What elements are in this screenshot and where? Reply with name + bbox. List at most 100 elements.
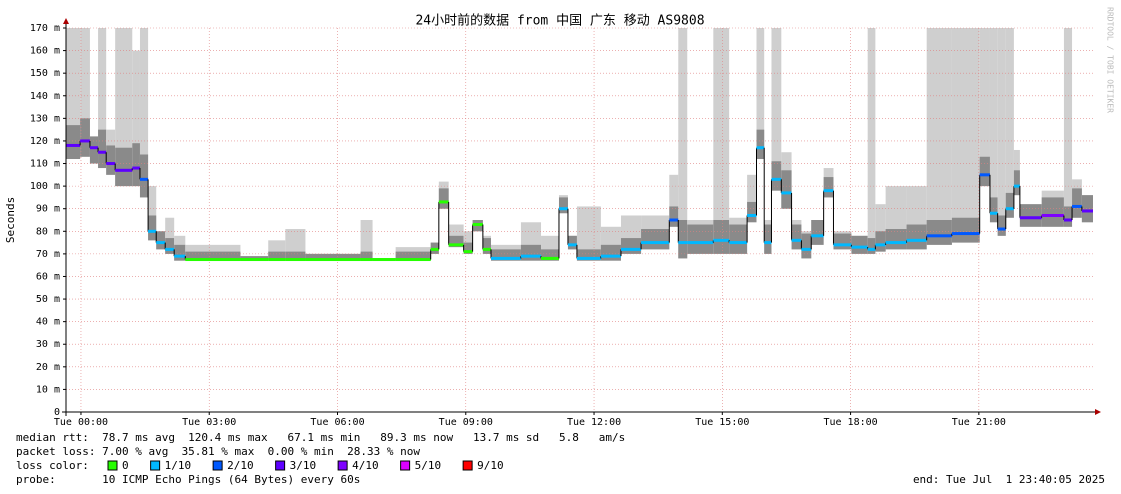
smoke-band (115, 28, 133, 187)
smoke-band (875, 204, 886, 252)
median-segment (448, 243, 464, 247)
x-tick-label: Tue 09:00 (439, 417, 493, 428)
smoke-core (148, 215, 157, 241)
median-segment (906, 238, 927, 242)
median-segment (997, 227, 1006, 231)
median-segment (472, 223, 483, 227)
smoke-band (678, 28, 688, 259)
y-tick-label: 130 m (30, 113, 60, 124)
smoke-core (851, 235, 868, 254)
smoke-band (997, 28, 1006, 236)
legend-label: 2/10 (227, 459, 254, 472)
y-tick-label: 150 m (30, 68, 60, 79)
median-segment (687, 241, 714, 245)
smoke-core (1063, 206, 1073, 227)
median-segment (951, 232, 980, 236)
x-tick-label: Tue 18:00 (823, 417, 877, 428)
median-segment (678, 241, 688, 245)
side-text: RRDTOOL / TOBI OETIKER (1106, 7, 1115, 113)
median-segment (641, 241, 670, 245)
median-segment (851, 245, 868, 249)
median-segment (771, 177, 782, 181)
y-tick-label: 120 m (30, 136, 60, 147)
smoke-core (66, 125, 81, 160)
y-tick-label: 10 m (36, 384, 60, 395)
median-segment (558, 207, 568, 211)
y-axis-label: Seconds (4, 197, 17, 243)
median-segment (1072, 204, 1082, 208)
smoke-band (360, 220, 373, 261)
smoke-core (558, 197, 568, 214)
median-segment (80, 139, 90, 143)
chart-title: 24小时前的数据 from 中国 广东 移动 AS9808 (415, 13, 704, 29)
smoke-core (771, 161, 782, 191)
median-segment (885, 241, 907, 245)
smoke-band (669, 174, 679, 227)
median-segment (174, 254, 186, 258)
median-segment (185, 258, 241, 262)
y-tick-label: 60 m (36, 271, 60, 282)
smoke-core (165, 238, 175, 254)
median-segment (875, 243, 886, 247)
y-tick-label: 140 m (30, 91, 60, 102)
smoke-core (867, 238, 876, 254)
smoke-core (791, 224, 802, 250)
smoke-core (106, 145, 116, 175)
median-segment (989, 211, 998, 215)
smoke-core (729, 224, 748, 254)
smoke-core (139, 154, 149, 198)
median-segment (600, 254, 621, 258)
legend-label: 3/10 (290, 459, 317, 472)
median-segment (106, 162, 116, 166)
legend-swatch (462, 460, 473, 471)
legend-swatch (212, 460, 223, 471)
smoke-core (80, 118, 90, 157)
median-segment (132, 166, 140, 170)
median-segment (756, 146, 765, 150)
median-segment (148, 229, 157, 233)
median-segment (115, 168, 133, 172)
smoke-core (576, 249, 601, 261)
median-segment (1081, 209, 1093, 213)
y-tick-label: 110 m (30, 159, 60, 170)
median-segment (791, 238, 802, 242)
smoke-core (801, 233, 812, 259)
median-segment (268, 258, 286, 262)
smoke-band (747, 174, 757, 223)
x-tick-label: Tue 06:00 (310, 417, 364, 428)
median-segment (360, 258, 373, 262)
legend-swatch (337, 460, 348, 471)
median-segment (482, 247, 491, 251)
legend-swatch (150, 460, 161, 471)
median-segment (372, 258, 396, 262)
smoke-band (165, 217, 175, 254)
smoke-core (687, 224, 714, 254)
smoke-core (811, 220, 824, 245)
smoke-core (360, 251, 373, 261)
legend-label: 9/10 (477, 459, 504, 472)
median-segment (240, 258, 269, 262)
smoke-band (989, 28, 998, 223)
legend-swatch (107, 460, 118, 471)
y-tick-label: 160 m (30, 46, 60, 57)
smoke-band (951, 28, 980, 243)
smoke-core (641, 229, 670, 250)
smoke-core (438, 188, 449, 209)
median-segment (567, 243, 577, 247)
legend-label: 5/10 (415, 459, 442, 472)
median-segment (541, 256, 559, 260)
smoke-core (490, 249, 521, 261)
median-segment (713, 238, 730, 242)
smoke-core (600, 244, 621, 261)
smoke-core (747, 201, 757, 223)
median-segment (438, 200, 449, 204)
smoke-core (764, 224, 772, 254)
legend-swatch (400, 460, 411, 471)
smoke-band (463, 231, 473, 254)
smoke-band (713, 28, 730, 254)
smoke-core (756, 129, 765, 160)
median-segment (801, 247, 812, 251)
smoke-core (926, 220, 952, 245)
legend-label: 4/10 (352, 459, 379, 472)
smoke-band (148, 186, 157, 241)
